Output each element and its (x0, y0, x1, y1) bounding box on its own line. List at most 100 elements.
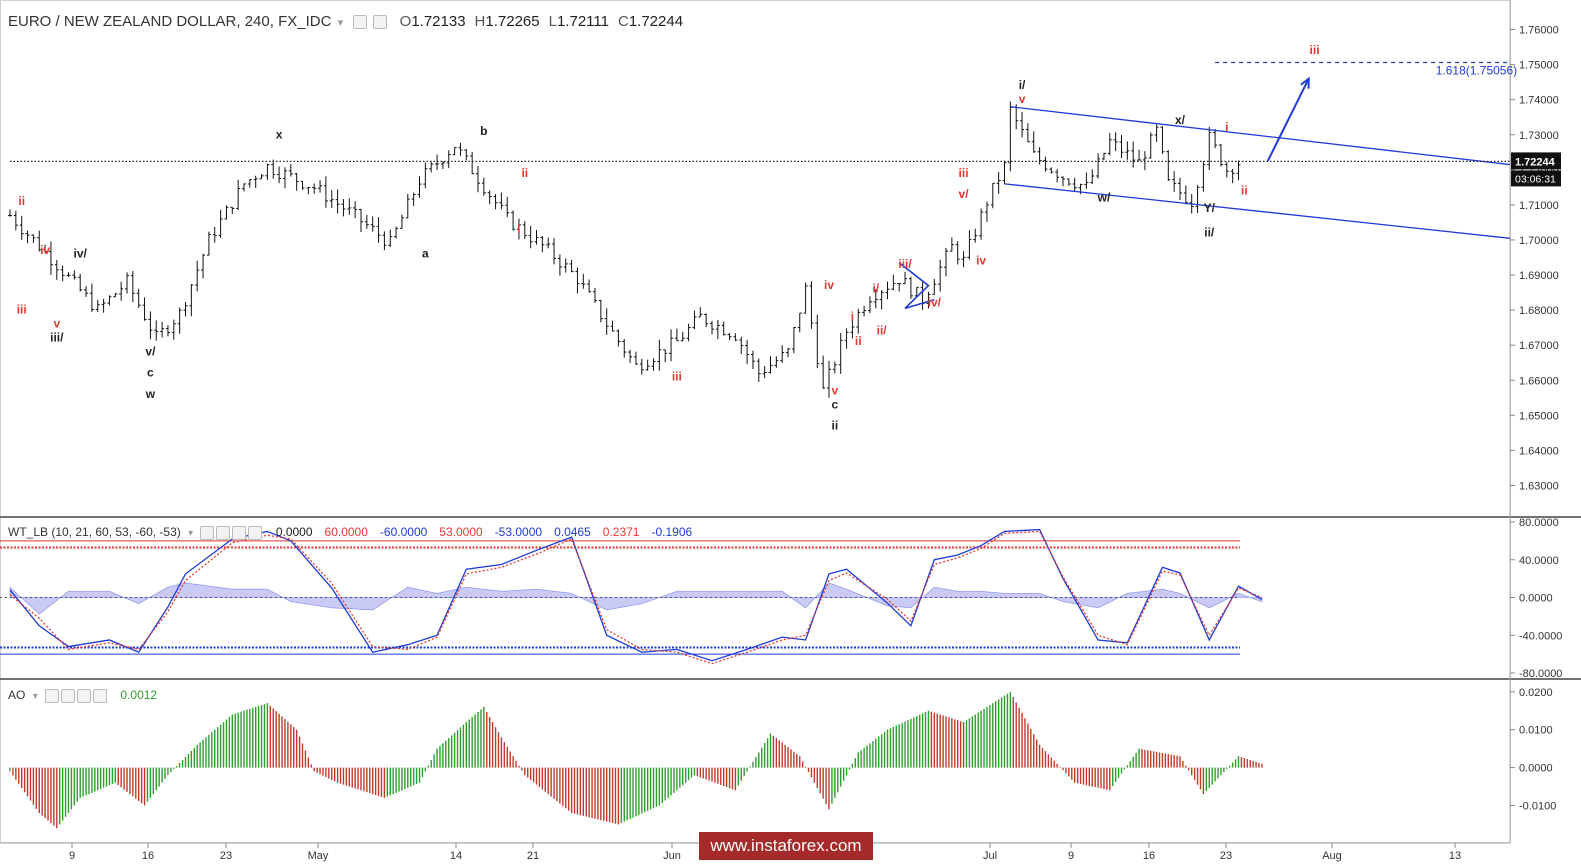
wave-label: c (147, 366, 154, 380)
gear-icon[interactable] (216, 525, 231, 540)
wave-label: v (53, 317, 60, 331)
wave-label: w (145, 387, 156, 401)
wave-label: v/ (959, 187, 970, 201)
wave-label: ii (832, 418, 839, 432)
price-tick-label: 1.73000 (1519, 130, 1559, 142)
wt-tick-label: 80.0000 (1519, 517, 1559, 529)
close-icon[interactable] (93, 688, 108, 703)
price-tick-label: 1.75000 (1519, 60, 1559, 72)
chart-title: EURO / NEW ZEALAND DOLLAR, 240, FX_IDC (8, 13, 332, 30)
ohlc-value: 1.72244 (628, 13, 684, 30)
time-tick-label: 23 (220, 850, 232, 862)
wt-tick-label: 0.0000 (1519, 593, 1553, 605)
price-tick-label: 1.69000 (1519, 270, 1559, 282)
lower-channel-line (1004, 183, 1510, 239)
time-tick-label: 16 (142, 850, 154, 862)
ao-indicator-name: AO (8, 688, 26, 702)
time-tick-label: 23 (1220, 850, 1232, 862)
ao-indicator-header: AO ▾ 0.0012 (8, 688, 157, 703)
countdown-label: 03:06:31 (1515, 173, 1556, 185)
wave-label: v (832, 383, 839, 397)
wave-label: iii/ (898, 257, 912, 271)
price-tick-label: 1.71000 (1519, 200, 1559, 212)
wave-label: v/ (145, 345, 156, 359)
wave-label: ii/ (1204, 225, 1215, 239)
time-tick-label: 16 (1143, 850, 1155, 862)
fib-target-label: 1.618(1.75056) (1436, 64, 1517, 78)
wt-series-wt2 (9, 530, 1263, 665)
plus-icon[interactable] (77, 688, 92, 703)
wave-label: iii (17, 303, 27, 317)
wt-tick-label: -80.0000 (1519, 668, 1562, 680)
wt-series-wt1 (9, 528, 1263, 662)
gear-icon[interactable] (61, 688, 76, 703)
ohlc-key: O (399, 13, 412, 30)
price-tick-label: 1.68000 (1519, 305, 1559, 317)
wave-label: c (832, 397, 839, 411)
eye-icon[interactable] (353, 15, 368, 30)
price-tick-label: 1.66000 (1519, 375, 1559, 387)
time-tick-label: 13 (1449, 850, 1461, 862)
wt-indicator-header: WT_LB (10, 21, 60, 53, -60, -53) ▾ 0.000… (8, 525, 704, 540)
plot-group (0, 61, 1510, 829)
ao-tick-label: 0.0100 (1519, 725, 1553, 737)
wave-label: x/ (1175, 113, 1186, 127)
wave-label: iii (1310, 43, 1320, 57)
gear-icon[interactable] (373, 15, 388, 30)
ohlc-key: C (617, 13, 629, 30)
wave-label: i (517, 222, 520, 236)
wave-label: i/ (1019, 78, 1026, 92)
wave-label: v (1019, 92, 1026, 106)
time-tick-label: May (308, 850, 329, 862)
price-tick-label: 1.70000 (1519, 235, 1559, 247)
wt-histogram-area (9, 582, 1263, 615)
time-tick-label: 9 (1068, 850, 1074, 862)
last-price-box (1511, 152, 1561, 170)
wave-label: iv (976, 254, 986, 268)
ao-tick-label: -0.0100 (1519, 800, 1556, 812)
time-tick-label: 9 (69, 850, 75, 862)
chart-header: EURO / NEW ZEALAND DOLLAR, 240, FX_IDC ▾… (8, 13, 692, 30)
eye-icon[interactable] (200, 525, 215, 540)
ohlc-readout: O1.72133 H1.72265 L1.72111 C1.72244 (400, 13, 692, 30)
time-tick-label: Jun (663, 850, 681, 862)
wt-value: 0.0465 (554, 525, 591, 539)
wave-label: ii (1241, 183, 1248, 197)
time-tick-label: Aug (1322, 850, 1342, 862)
wave-label: b (480, 124, 487, 138)
wt-tick-label: 40.0000 (1519, 555, 1559, 567)
chevron-down-icon[interactable]: ▾ (337, 17, 344, 29)
price-tick-label: 1.64000 (1519, 445, 1559, 457)
wave-label: iii (672, 369, 682, 383)
wave-label: ii (855, 334, 862, 348)
wave-label: a (422, 247, 429, 261)
wave-label: i (851, 310, 854, 324)
time-tick-label: 14 (450, 850, 462, 862)
wave-label: w/ (1097, 190, 1111, 204)
wave-label: ii/ (877, 324, 888, 338)
price-tick-label: 1.63000 (1519, 480, 1559, 492)
ohlc-key: H (474, 13, 486, 30)
plus-icon[interactable] (232, 525, 247, 540)
wave-label: ii (18, 194, 25, 208)
wt-value: 0.0000 (275, 525, 313, 539)
wave-label: iv (824, 278, 834, 292)
close-icon[interactable] (248, 525, 263, 540)
price-tick-label: 1.67000 (1519, 340, 1559, 352)
chevron-down-icon[interactable]: ▾ (188, 528, 194, 539)
target-arrow-head (1300, 76, 1310, 89)
ohlc-value: 1.72111 (556, 13, 609, 30)
price-tick-label: 1.76000 (1519, 25, 1559, 37)
chevron-down-icon[interactable]: ▾ (32, 691, 38, 702)
price-tick-label: 1.74000 (1519, 95, 1559, 107)
wave-label: i (1225, 120, 1228, 134)
ohlc-value: 1.72133 (411, 13, 466, 30)
eye-icon[interactable] (45, 688, 60, 703)
target-arrow-shaft (1266, 78, 1310, 162)
wave-label: iii/ (50, 331, 64, 345)
ao-tick-label: 0.0200 (1519, 687, 1553, 699)
ao-tick-label: 0.0000 (1519, 763, 1553, 775)
ao-value: 0.0012 (120, 688, 158, 702)
